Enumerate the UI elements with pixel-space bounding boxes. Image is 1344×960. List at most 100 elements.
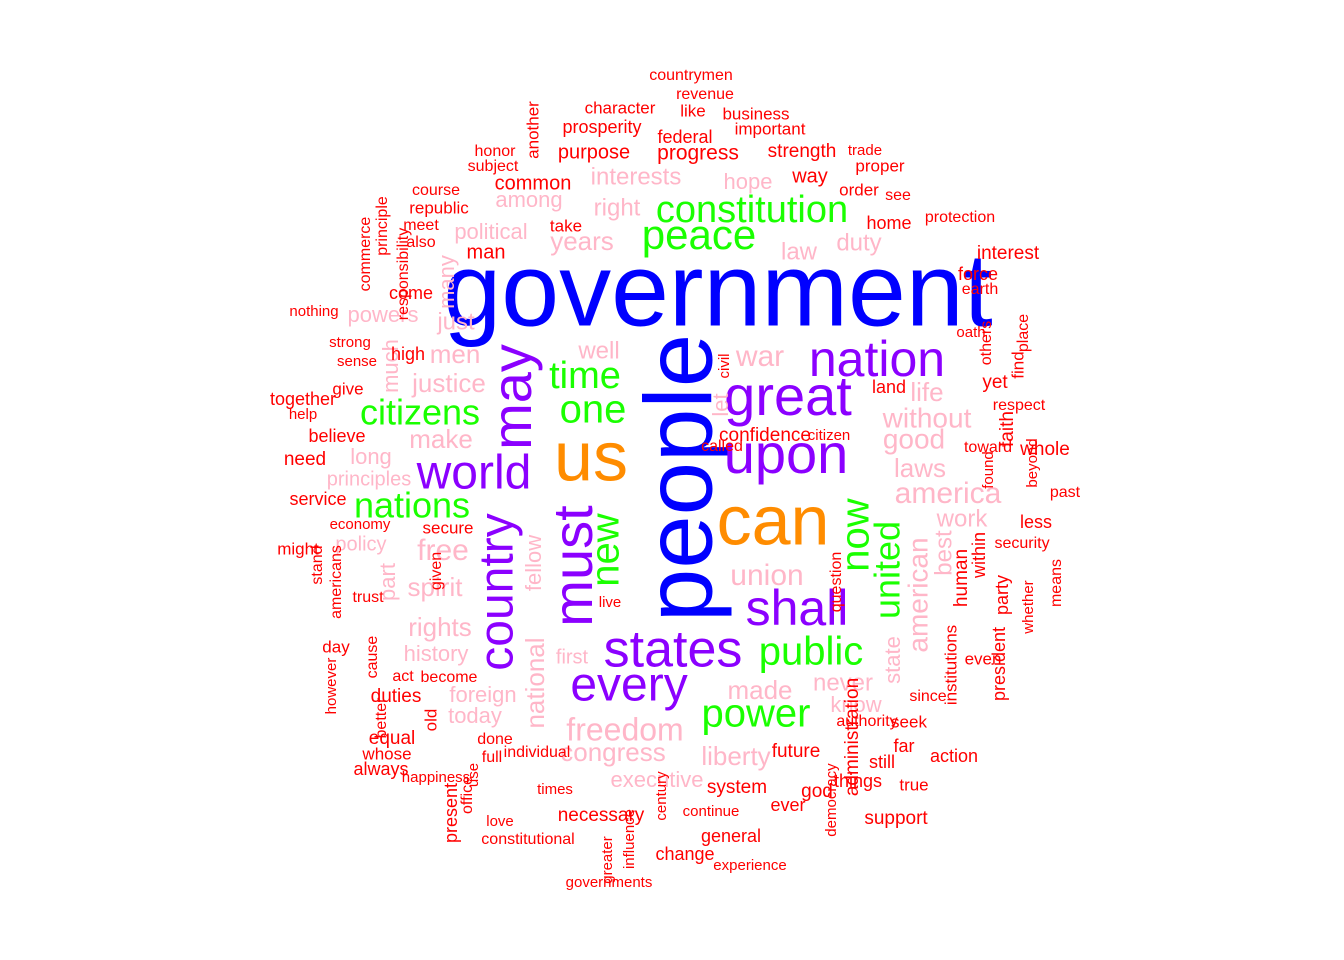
word-however: however: [323, 658, 340, 715]
word-come: come: [389, 283, 433, 303]
word-today: today: [448, 703, 502, 728]
word-land: land: [872, 377, 906, 397]
word-oath: oath: [956, 324, 985, 341]
word-political: political: [454, 219, 527, 244]
word-also: also: [406, 234, 435, 251]
word-power: power: [702, 692, 811, 736]
word-confidence: confidence: [719, 425, 811, 446]
word-faith: faith: [997, 411, 1018, 447]
word-better: better: [373, 697, 390, 739]
word-administration: administration: [842, 678, 863, 796]
word-country: country: [471, 513, 524, 670]
word-true: true: [899, 775, 928, 794]
word-whole: whole: [1019, 439, 1070, 460]
word-citizens: citizens: [360, 392, 480, 433]
word-people: people: [625, 334, 732, 622]
word-spirit: spirit: [408, 572, 464, 602]
word-necessary: necessary: [558, 805, 645, 826]
word-us: us: [554, 417, 628, 495]
word-rights: rights: [408, 612, 472, 642]
word-use: use: [465, 763, 482, 787]
word-meet: meet: [403, 217, 439, 234]
word-less: less: [1020, 512, 1052, 532]
word-fellow: fellow: [521, 535, 546, 591]
word-day: day: [322, 637, 350, 656]
word-secure: secure: [422, 518, 473, 537]
word-within: within: [969, 532, 989, 579]
word-live: live: [599, 594, 622, 611]
word-present: present: [441, 783, 461, 843]
word-cause: cause: [364, 636, 381, 679]
word-past: past: [1050, 484, 1081, 501]
word-public: public: [759, 630, 864, 674]
word-yet: yet: [982, 372, 1008, 393]
word-given: given: [428, 552, 445, 590]
word-great: great: [724, 364, 852, 427]
word-congress: congress: [560, 737, 666, 767]
word-much: much: [378, 339, 403, 393]
word-stand: stand: [309, 545, 326, 584]
word-whose: whose: [361, 744, 411, 763]
word-high: high: [391, 344, 425, 364]
word-executive: executive: [611, 767, 704, 792]
word-civil: civil: [716, 354, 733, 379]
word-constitutional: constitutional: [481, 831, 574, 848]
word-nothing: nothing: [289, 303, 338, 320]
word-must: must: [541, 505, 604, 627]
word-love: love: [486, 813, 514, 830]
word-strong: strong: [329, 334, 371, 351]
word-without: without: [882, 402, 972, 433]
word-union: union: [730, 559, 803, 592]
word-god: god: [801, 781, 833, 802]
word-century: century: [653, 771, 670, 821]
word-happiness: happiness: [402, 769, 470, 786]
word-ever: ever: [770, 795, 805, 815]
word-free: free: [417, 534, 469, 567]
word-among: among: [495, 187, 562, 212]
word-toward: toward: [964, 439, 1012, 456]
word-things: things: [834, 771, 882, 791]
word-never: never: [813, 669, 873, 696]
word-beyond: beyond: [1024, 438, 1041, 487]
word-well: well: [577, 337, 619, 364]
word-best: best: [930, 530, 957, 576]
word-nations: nations: [354, 485, 470, 526]
word-equal: equal: [369, 728, 416, 749]
word-citizen: citizen: [808, 427, 851, 444]
word-duty: duty: [836, 229, 881, 256]
word-business: business: [722, 104, 789, 123]
word-protection: protection: [925, 209, 995, 226]
word-time: time: [549, 355, 621, 397]
word-action: action: [930, 746, 978, 766]
word-always: always: [353, 759, 408, 779]
word-laws: laws: [894, 453, 946, 483]
word-every: every: [570, 659, 687, 712]
word-need: need: [284, 449, 326, 470]
word-upon: upon: [724, 422, 849, 485]
word-human: human: [951, 549, 972, 607]
word-strength: strength: [768, 141, 837, 162]
word-can: can: [717, 481, 830, 559]
word-question: question: [828, 552, 845, 613]
word-like: like: [680, 101, 706, 120]
word-republic: republic: [409, 198, 469, 217]
word-liberty: liberty: [701, 741, 770, 771]
word-office: office: [459, 776, 476, 814]
word-revenue: revenue: [676, 86, 734, 103]
word-know: know: [830, 692, 881, 717]
word-seek: seek: [891, 712, 927, 731]
word-still: still: [869, 752, 895, 772]
word-united: united: [867, 521, 908, 619]
word-may: may: [480, 344, 543, 450]
word-experience: experience: [713, 857, 786, 874]
word-president: president: [989, 627, 1009, 701]
word-influence: influence: [621, 809, 638, 869]
word-governments: governments: [566, 874, 653, 891]
word-years: years: [550, 226, 614, 256]
word-continue: continue: [683, 803, 740, 820]
word-americans: americans: [328, 545, 345, 619]
word-called: called: [701, 438, 743, 455]
word-security: security: [994, 535, 1049, 552]
word-foreign: foreign: [449, 682, 516, 707]
